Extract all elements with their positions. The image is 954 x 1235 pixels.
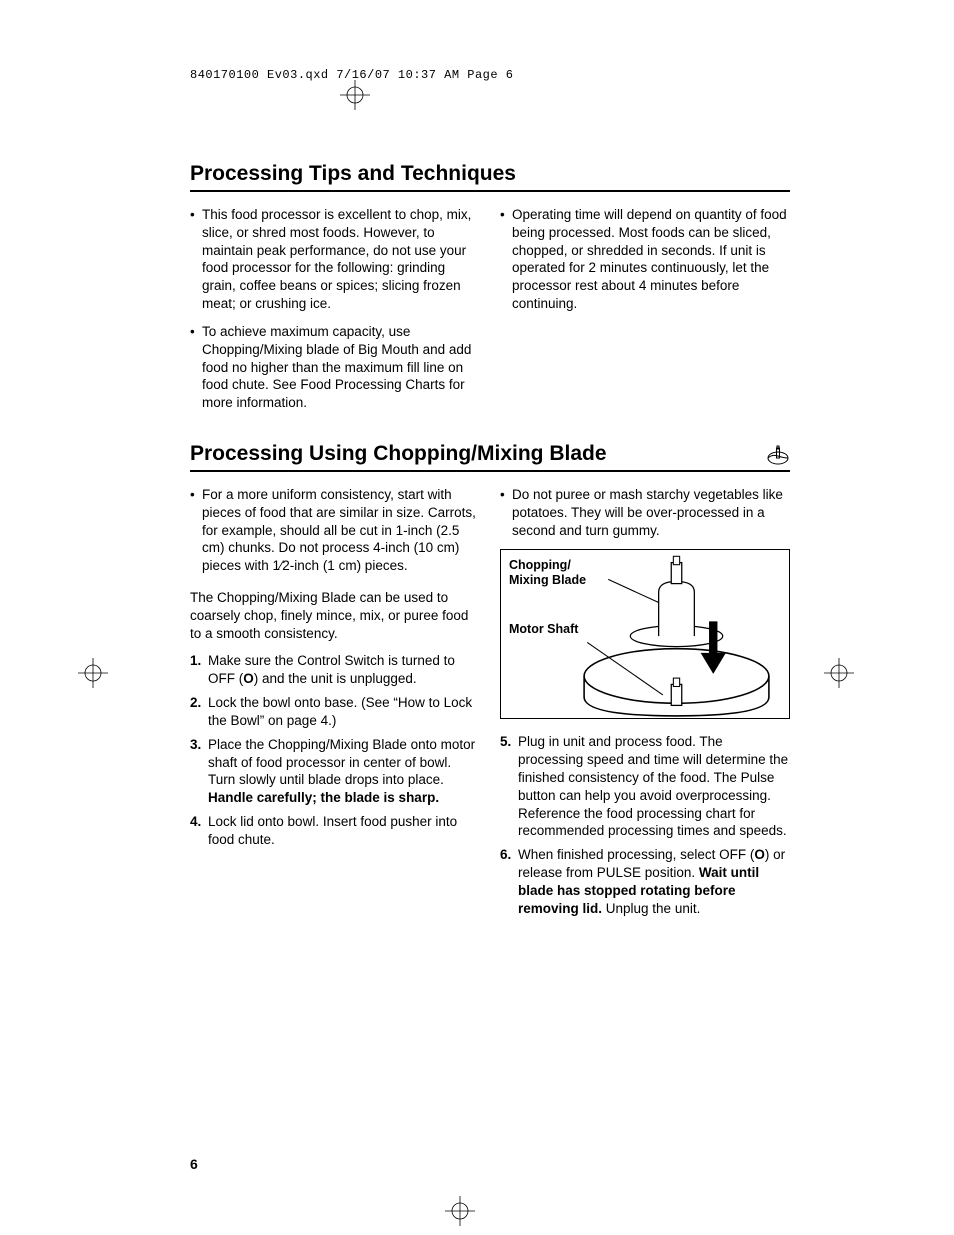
bullet-text: Operating time will depend on quantity o… (512, 206, 790, 313)
registration-mark-bottom (445, 1196, 475, 1226)
bullet-item: •Operating time will depend on quantity … (500, 206, 790, 313)
step-item: 1.Make sure the Control Switch is turned… (190, 652, 480, 688)
page-number: 6 (190, 1156, 198, 1172)
section2-title-row: Processing Using Chopping/Mixing Blade (190, 442, 790, 472)
print-header: 840170100 Ev03.qxd 7/16/07 10:37 AM Page… (190, 68, 790, 82)
bullet-item: •Do not puree or mash starchy vegetables… (500, 486, 790, 539)
step-item: 6.When finished processing, select OFF (… (500, 846, 790, 917)
bullet-item: •To achieve maximum capacity, use Choppi… (190, 323, 480, 412)
registration-mark-right (824, 658, 854, 688)
blade-icon (766, 444, 790, 468)
registration-mark-left (78, 658, 108, 688)
section2-right-col: •Do not puree or mash starchy vegetables… (500, 486, 790, 924)
step-item: 3.Place the Chopping/Mixing Blade onto m… (190, 736, 480, 807)
section1-right-col: •Operating time will depend on quantity … (500, 206, 790, 422)
step-item: 4.Lock lid onto bowl. Insert food pusher… (190, 813, 480, 849)
section2-title: Processing Using Chopping/Mixing Blade (190, 442, 607, 466)
intro-paragraph: The Chopping/Mixing Blade can be used to… (190, 589, 480, 642)
step-item: 5.Plug in unit and process food. The pro… (500, 733, 790, 840)
bullet-text: To achieve maximum capacity, use Choppin… (202, 323, 480, 412)
section1-left-col: •This food processor is excellent to cho… (190, 206, 480, 422)
bullet-text: This food processor is excellent to chop… (202, 206, 480, 313)
section1-title: Processing Tips and Techniques (190, 162, 790, 192)
section2-left-col: •For a more uniform consistency, start w… (190, 486, 480, 924)
bullet-text: For a more uniform consistency, start wi… (202, 486, 480, 575)
blade-diagram: Chopping/ Mixing Blade Motor Shaft (500, 549, 790, 719)
step-item: 2.Lock the bowl onto base. (See “How to … (190, 694, 480, 730)
bullet-text: Do not puree or mash starchy vegetables … (512, 486, 790, 539)
bullet-item: •For a more uniform consistency, start w… (190, 486, 480, 575)
bullet-item: •This food processor is excellent to cho… (190, 206, 480, 313)
